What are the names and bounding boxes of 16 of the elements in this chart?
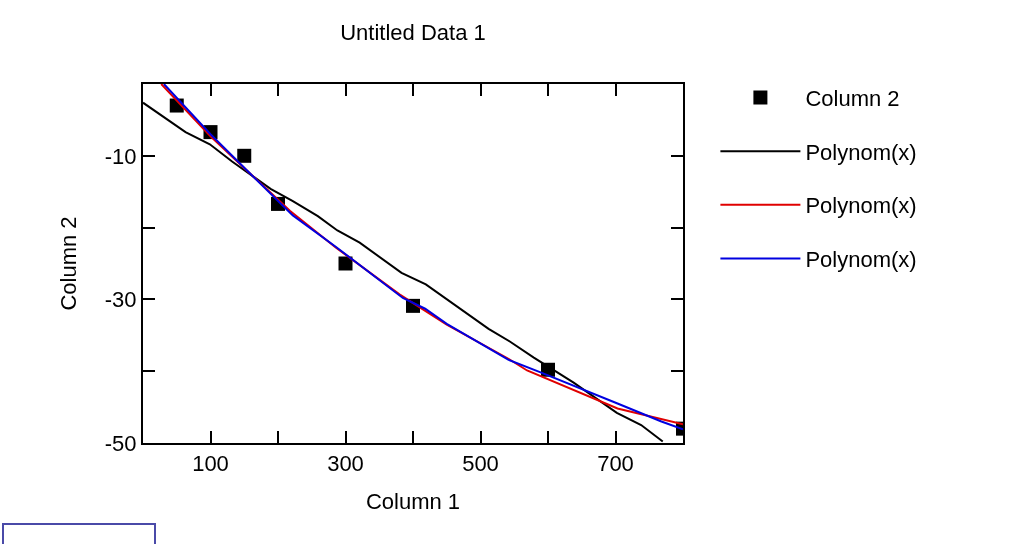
legend-label: Polynom(x) [805,247,917,272]
point [338,256,353,271]
x-axis-title: Column 1 [365,488,461,514]
x-tick-label: 100 [192,451,229,477]
x-tick-label: 700 [597,451,634,477]
y-tick-label: -10 [104,143,137,169]
legend-label: Column 2 [805,86,900,112]
x-tick-label: 500 [462,451,499,477]
point [237,148,252,163]
x-tick-label: 300 [327,451,364,477]
y-tick-label: -50 [104,430,137,456]
y-tick-label: -30 [104,287,137,313]
chart-title: Untitled Data 1 [340,19,486,45]
legend-label: Polynom(x) [805,139,917,165]
legend-label: Polynom(x) [805,193,917,219]
y-axis-title: Column 2 [56,216,82,311]
